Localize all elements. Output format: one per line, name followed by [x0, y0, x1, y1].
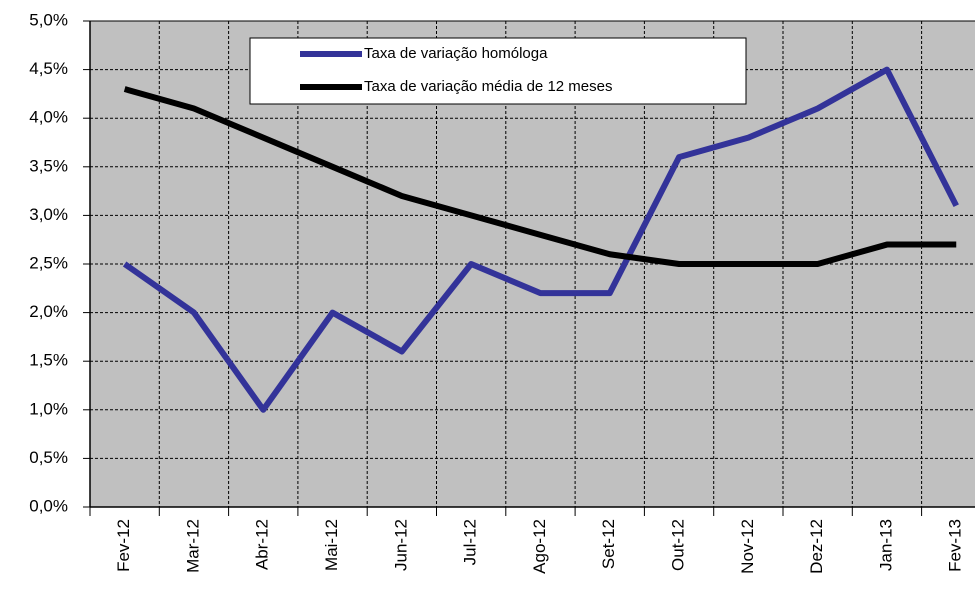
- y-tick-label: 3,5%: [29, 156, 68, 175]
- y-tick-label: 4,5%: [29, 59, 68, 78]
- x-tick-label: Mai-12: [322, 519, 341, 571]
- x-tick-label: Out-12: [669, 519, 688, 571]
- y-tick-label: 2,5%: [29, 253, 68, 272]
- line-series: [122, 66, 959, 413]
- x-tick-label: Set-12: [599, 519, 618, 569]
- x-tick-label: Jun-12: [391, 519, 410, 571]
- x-tick-label: Mar-12: [183, 519, 202, 573]
- x-tick-label: Abr-12: [253, 519, 272, 570]
- legend-box: [249, 37, 747, 105]
- y-tick-label: 1,5%: [29, 351, 68, 370]
- legend-label: Taxa de variação média de 12 meses: [364, 78, 612, 95]
- y-tick-label: 1,0%: [29, 399, 68, 418]
- x-tick-label: Ago-12: [530, 519, 549, 574]
- y-tick-label: 2,0%: [29, 302, 68, 321]
- x-tick-label: Nov-12: [738, 519, 757, 574]
- x-tick-label: Fev-13: [946, 519, 965, 572]
- y-tick-label: 3,0%: [29, 205, 68, 224]
- x-tick-label: Dez-12: [807, 519, 826, 574]
- x-tick-label: Jan-13: [876, 519, 895, 571]
- legend-label: Taxa de variação homóloga: [364, 45, 548, 62]
- y-tick-label: 4,0%: [29, 108, 68, 127]
- y-tick-label: 5,0%: [29, 10, 68, 29]
- y-tick-label: 0,0%: [29, 496, 68, 515]
- x-tick-label: Fev-12: [114, 519, 133, 572]
- line-series: [123, 86, 957, 267]
- y-tick-label: 0,5%: [29, 448, 68, 467]
- x-tick-label: Jul-12: [461, 519, 480, 565]
